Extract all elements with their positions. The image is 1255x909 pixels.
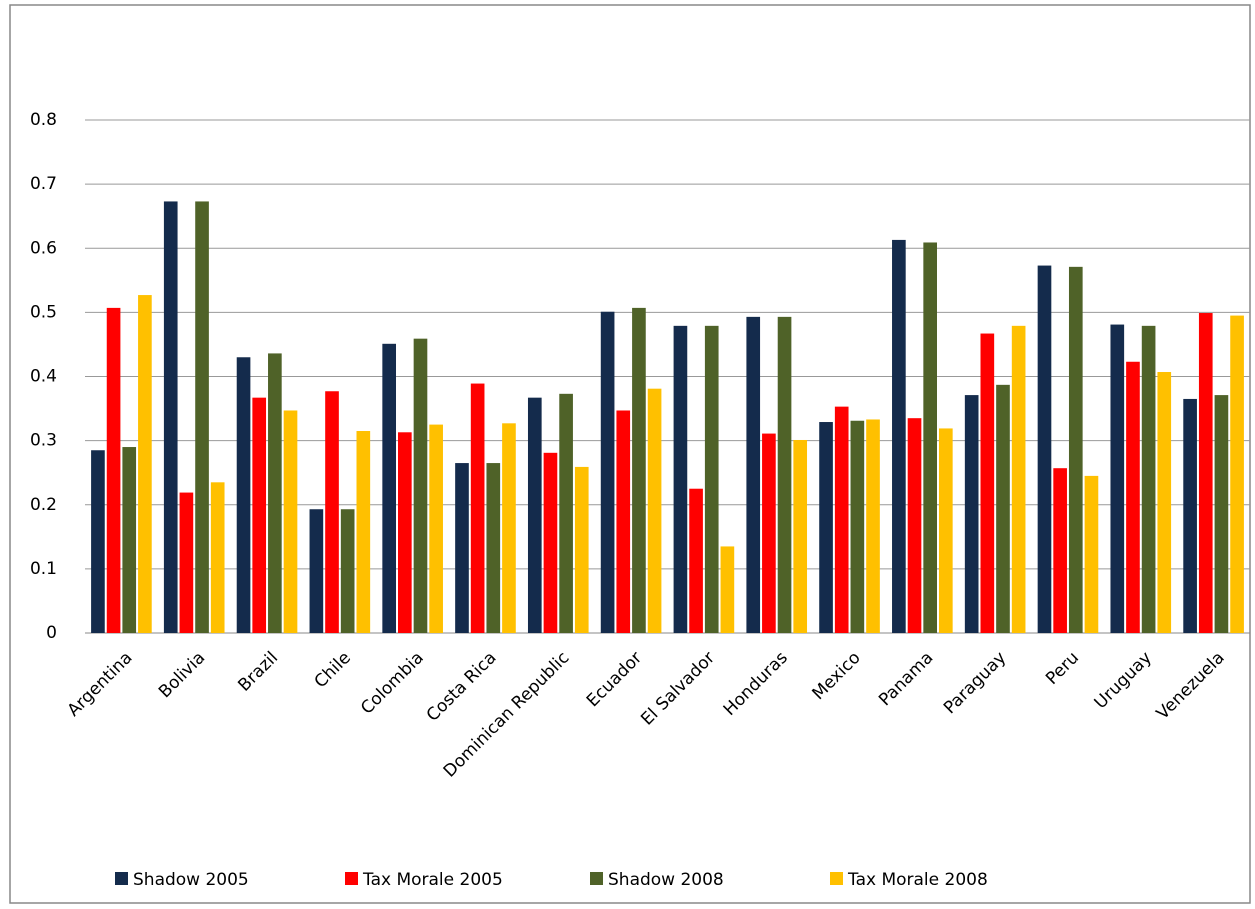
bar xyxy=(850,420,865,633)
bar xyxy=(866,419,880,633)
bar xyxy=(673,325,688,633)
bar xyxy=(559,393,573,633)
bar xyxy=(980,333,995,633)
legend-label: Shadow 2008 xyxy=(608,870,724,890)
bar xyxy=(543,452,558,633)
y-tick-label: 0.5 xyxy=(30,302,57,322)
bar xyxy=(632,307,646,633)
bar xyxy=(996,384,1010,633)
bar xyxy=(689,488,703,633)
bar xyxy=(527,397,542,633)
bar xyxy=(762,433,776,633)
bar xyxy=(325,391,339,633)
bar xyxy=(486,463,501,633)
y-tick-label: 0.6 xyxy=(30,238,57,258)
bar xyxy=(283,410,298,633)
bar xyxy=(429,424,443,633)
bar xyxy=(1053,468,1067,633)
bar xyxy=(1141,325,1156,633)
legend-swatch xyxy=(115,872,128,885)
bar xyxy=(819,422,833,633)
y-tick-label: 0.7 xyxy=(30,174,57,194)
y-tick-label: 0 xyxy=(46,623,57,643)
bar xyxy=(720,546,735,633)
bar xyxy=(793,439,808,633)
legend-swatch xyxy=(590,872,603,885)
legend-label: Tax Morale 2008 xyxy=(847,870,988,890)
bar xyxy=(309,509,324,633)
bar xyxy=(413,338,428,633)
bar xyxy=(1110,324,1125,633)
bar xyxy=(91,450,105,633)
bar xyxy=(252,397,267,633)
bar xyxy=(106,307,121,633)
bar xyxy=(616,410,631,633)
bar xyxy=(907,418,922,633)
bar xyxy=(1198,313,1213,633)
bar xyxy=(1037,265,1052,633)
bar xyxy=(122,447,137,633)
bar xyxy=(746,316,761,633)
y-tick-label: 0.3 xyxy=(30,431,57,451)
y-tick-label: 0.4 xyxy=(30,367,57,387)
bar xyxy=(600,311,615,633)
bar xyxy=(1068,266,1083,633)
bar xyxy=(1126,361,1140,633)
y-tick-label: 0.2 xyxy=(30,495,57,515)
bar xyxy=(704,325,719,633)
bar xyxy=(163,201,178,633)
bar xyxy=(1011,325,1026,633)
bar xyxy=(964,395,979,633)
bar xyxy=(382,343,397,633)
bar xyxy=(179,492,194,633)
legend-swatch xyxy=(830,872,843,885)
bar xyxy=(1183,398,1197,633)
bar xyxy=(1214,395,1229,633)
bar xyxy=(923,242,937,633)
bar xyxy=(210,482,225,633)
bar xyxy=(470,383,485,633)
bar xyxy=(1157,372,1172,633)
legend-label: Shadow 2005 xyxy=(133,870,249,890)
y-tick-label: 0.8 xyxy=(30,110,57,130)
bar xyxy=(574,466,589,633)
legend-swatch xyxy=(345,872,358,885)
bar xyxy=(1230,315,1244,633)
bar xyxy=(138,295,152,633)
bar xyxy=(502,423,516,633)
bar xyxy=(455,463,469,633)
bar xyxy=(647,388,662,633)
bar xyxy=(834,406,849,633)
bar xyxy=(892,239,906,633)
bar xyxy=(340,509,355,633)
bar xyxy=(356,431,371,633)
bar xyxy=(236,357,251,633)
bar xyxy=(1084,475,1099,633)
bar xyxy=(777,316,792,633)
bar xyxy=(938,428,953,633)
y-tick-label: 0.1 xyxy=(30,559,57,579)
bar xyxy=(398,432,412,633)
bar xyxy=(268,353,282,633)
legend-label: Tax Morale 2005 xyxy=(362,870,503,890)
bar xyxy=(195,201,209,633)
